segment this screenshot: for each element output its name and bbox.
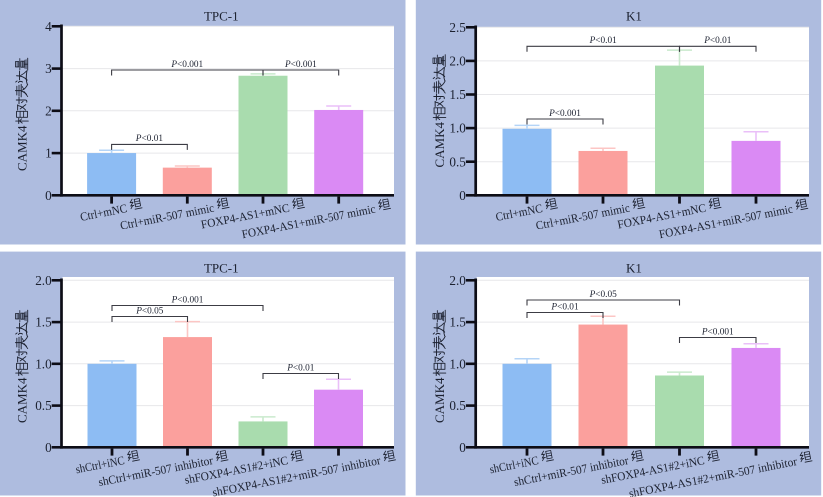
svg-text:0: 0 [45,188,52,203]
svg-text:P<0.01: P<0.01 [286,363,315,373]
svg-text:1.0: 1.0 [35,356,52,371]
svg-text:P<0.001: P<0.001 [548,109,581,119]
svg-text:P<0.01: P<0.01 [135,134,164,144]
svg-text:P<0.001: P<0.001 [284,60,317,70]
svg-text:4: 4 [45,19,52,34]
svg-text:2.0: 2.0 [449,54,466,69]
svg-text:0.5: 0.5 [35,398,52,413]
svg-text:P<0.01: P<0.01 [703,36,732,46]
svg-text:CAMK4: CAMK4 [15,377,30,423]
svg-text:1.0: 1.0 [449,356,466,371]
svg-text:1.5: 1.5 [35,315,52,330]
svg-text:CAMK4: CAMK4 [432,377,447,423]
svg-text:P<0.01: P<0.01 [589,36,618,46]
svg-text:0: 0 [45,440,52,455]
svg-text:1: 1 [45,146,52,161]
svg-text:CAMK4: CAMK4 [432,121,447,167]
svg-text:P<0.001: P<0.001 [701,327,734,337]
svg-text:1.0: 1.0 [449,121,466,136]
svg-text:0: 0 [459,440,466,455]
svg-text:K1: K1 [626,9,642,24]
svg-text:TPC-1: TPC-1 [204,9,239,24]
svg-text:2.5: 2.5 [449,20,466,35]
svg-text:0.5: 0.5 [449,154,466,169]
svg-text:1.5: 1.5 [449,87,466,102]
svg-text:2: 2 [45,103,52,118]
svg-text:TPC-1: TPC-1 [204,261,239,276]
svg-text:K1: K1 [626,261,642,276]
svg-text:0: 0 [459,188,466,203]
svg-text:P<0.001: P<0.001 [170,60,203,70]
svg-text:2.0: 2.0 [35,273,52,288]
svg-text:2.0: 2.0 [449,273,466,288]
svg-text:P<0.001: P<0.001 [171,295,204,305]
svg-text:3: 3 [45,61,52,76]
svg-text:P<0.05: P<0.05 [589,290,618,300]
svg-text:1.5: 1.5 [449,315,466,330]
svg-text:P<0.05: P<0.05 [135,306,164,316]
svg-text:CAMK4: CAMK4 [15,125,30,171]
svg-text:0.5: 0.5 [449,398,466,413]
svg-text:P<0.01: P<0.01 [550,302,579,312]
